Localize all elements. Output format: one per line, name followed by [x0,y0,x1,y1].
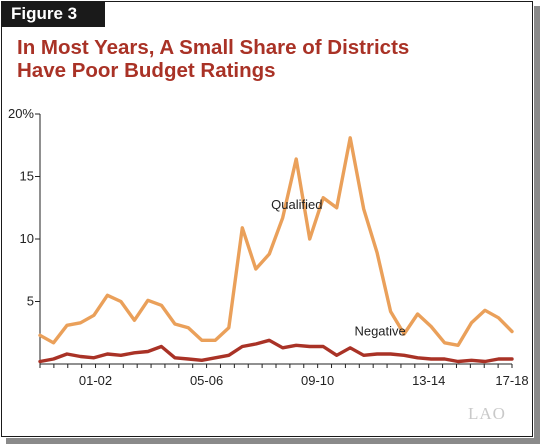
x-tick-label: 09-10 [301,373,334,388]
series-labels: Qualified Negative [271,197,406,338]
series-layer [38,136,514,364]
card-shadow-bottom [6,438,540,444]
series-line-negative [38,338,514,364]
chart-title-line-1: In Most Years, A Small Share of District… [17,36,410,59]
y-tick-label: 20% [8,106,34,121]
x-tick-label: 05-06 [190,373,223,388]
chart-title: In Most Years, A Small Share of District… [17,36,517,82]
axes: 5 10 15 20% 01-02 05-06 09-10 13-14 17-18 [8,106,529,388]
card-shadow-right [534,6,540,443]
y-tick-label: 5 [27,294,34,309]
x-tick-label: 17-18 [495,373,528,388]
y-tick-label: 15 [20,169,34,184]
chart-title-line-2: Have Poor Budget Ratings [17,59,276,82]
y-tick-label: 10 [20,231,34,246]
x-tick-label: 01-02 [79,373,112,388]
x-tick-label: 13-14 [412,373,445,388]
lao-logo: LAO [468,404,506,423]
figure-label: Figure 3 [1,1,105,27]
series-label-qualified: Qualified [271,197,322,212]
series-label-negative: Negative [354,323,405,338]
series-line-qualified [38,136,514,347]
